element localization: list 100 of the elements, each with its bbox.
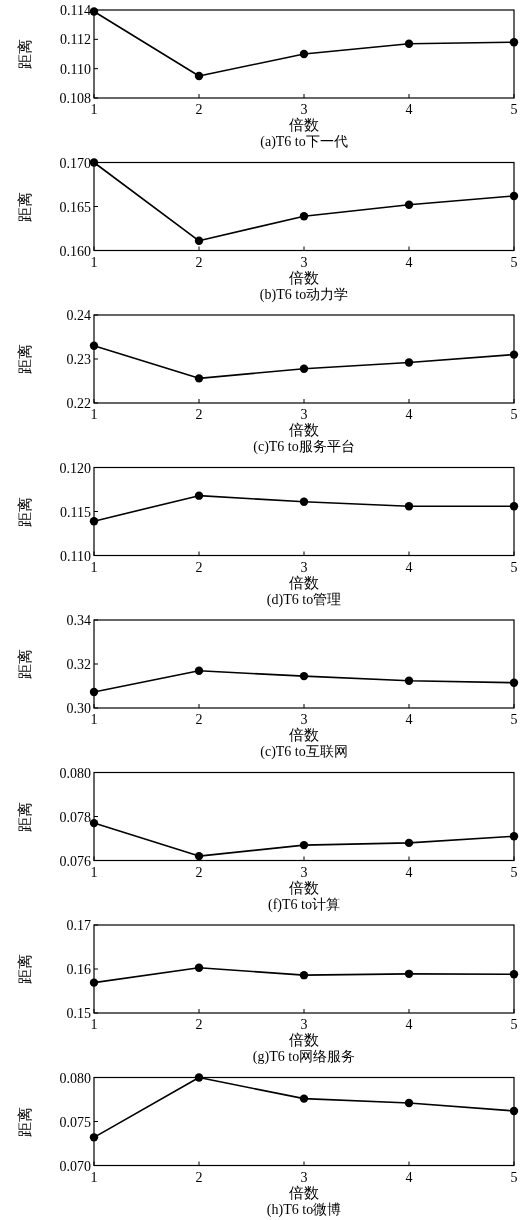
y-tick-label: 0.078	[59, 809, 91, 825]
point	[509, 38, 519, 47]
point	[89, 341, 99, 350]
point	[509, 1106, 519, 1116]
y-tick-label: 0.30	[66, 701, 91, 716]
point	[404, 358, 414, 367]
x-axis-title: 倍数	[289, 1032, 319, 1048]
x-tick-label: 1	[90, 1017, 98, 1032]
point	[509, 970, 519, 979]
y-tick-label: 0.070	[59, 1158, 91, 1174]
point	[509, 350, 519, 359]
x-tick-label: 2	[195, 864, 203, 880]
point	[194, 851, 204, 861]
point	[194, 374, 204, 383]
y-axis-title: 距离	[17, 191, 33, 222]
x-tick-label: 4	[405, 407, 413, 422]
point	[404, 39, 414, 48]
x-tick-label: 2	[195, 559, 203, 575]
text: (c)T6 to互联网	[260, 744, 348, 760]
x-tick-label: 1	[90, 407, 98, 422]
x-tick-label: 4	[405, 254, 413, 270]
x-tick-label: 2	[195, 712, 203, 727]
point	[299, 211, 309, 221]
point	[194, 71, 204, 81]
point	[404, 838, 414, 848]
x-tick-label: 4	[405, 559, 413, 575]
x-axis-title: 倍数	[289, 422, 319, 438]
x-tick-label: 3	[300, 254, 308, 270]
y-tick-label: 0.080	[59, 1070, 91, 1086]
x-tick-label: 4	[405, 1169, 413, 1185]
x-tick-label: 4	[405, 712, 413, 727]
text: (c)T6 to服务平台	[253, 439, 355, 455]
point	[299, 970, 309, 980]
text: (h)T6 to微博	[266, 1201, 342, 1218]
text: (f)T6 to计算	[268, 896, 340, 913]
point	[404, 200, 414, 209]
x-axis-title: 倍数	[289, 574, 319, 591]
point	[299, 497, 309, 507]
y-tick-label: 0.110	[60, 61, 91, 77]
x-tick-label: 4	[405, 102, 413, 117]
x-axis-title: 倍数	[289, 879, 319, 896]
y-tick-label: 0.112	[60, 32, 91, 48]
x-tick-label: 3	[300, 559, 308, 575]
x-tick-label: 3	[300, 1169, 308, 1185]
x-tick-label: 5	[510, 864, 518, 880]
x-tick-label: 5	[510, 559, 518, 575]
y-tick-label: 0.165	[59, 199, 91, 215]
x-tick-label: 5	[510, 254, 518, 270]
point	[299, 840, 309, 850]
x-axis-title: 倍数	[289, 1184, 319, 1201]
x-tick-label: 3	[300, 102, 308, 117]
y-axis-title: 距离	[17, 1106, 33, 1137]
y-tick-label: 0.16	[66, 962, 91, 977]
point	[404, 969, 414, 979]
x-tick-label: 2	[195, 1017, 203, 1032]
y-tick-label: 0.24	[66, 308, 91, 323]
point	[194, 963, 204, 972]
y-tick-label: 0.32	[66, 657, 91, 672]
x-tick-label: 1	[90, 254, 98, 270]
x-tick-label: 1	[90, 102, 98, 117]
y-tick-label: 0.110	[60, 548, 91, 564]
point	[299, 49, 309, 59]
x-tick-label: 2	[195, 407, 203, 422]
point	[89, 516, 99, 526]
y-tick-label: 0.17	[66, 918, 91, 933]
y-tick-label: 0.15	[66, 1006, 91, 1021]
x-tick-label: 3	[300, 1017, 308, 1032]
y-tick-label: 0.160	[59, 243, 91, 259]
x-tick-label: 3	[300, 712, 308, 727]
x-tick-label: 4	[405, 864, 413, 880]
y-axis-title: 距离	[17, 801, 33, 832]
x-tick-label: 5	[510, 712, 518, 727]
text: (b)T6 to动力学	[259, 286, 349, 303]
x-tick-label: 4	[405, 1017, 413, 1032]
x-tick-label: 1	[90, 712, 98, 727]
point	[89, 818, 99, 828]
y-tick-label: 0.108	[59, 91, 91, 106]
point	[89, 1133, 99, 1142]
x-tick-label: 1	[90, 559, 98, 575]
text: (a)T6 to下一代	[260, 134, 348, 150]
x-tick-label: 2	[195, 102, 203, 117]
point	[509, 832, 519, 841]
text: (g)T6 to网络服务	[252, 1049, 356, 1065]
y-tick-label: 0.075	[59, 1114, 91, 1130]
y-tick-label: 0.120	[59, 460, 91, 476]
y-tick-label: 0.114	[60, 3, 91, 18]
point	[299, 364, 309, 373]
point	[89, 978, 99, 987]
y-tick-label: 0.23	[66, 352, 91, 367]
y-axis-title: 距离	[17, 39, 33, 69]
y-axis-title: 距离	[17, 496, 33, 527]
point	[89, 7, 99, 16]
point	[194, 1073, 204, 1082]
y-tick-label: 0.080	[59, 765, 91, 781]
point	[404, 676, 414, 685]
x-tick-label: 5	[510, 1017, 518, 1032]
x-tick-label: 5	[510, 407, 518, 422]
point	[89, 687, 99, 697]
x-tick-label: 3	[300, 407, 308, 422]
y-tick-label: 0.115	[60, 504, 91, 520]
